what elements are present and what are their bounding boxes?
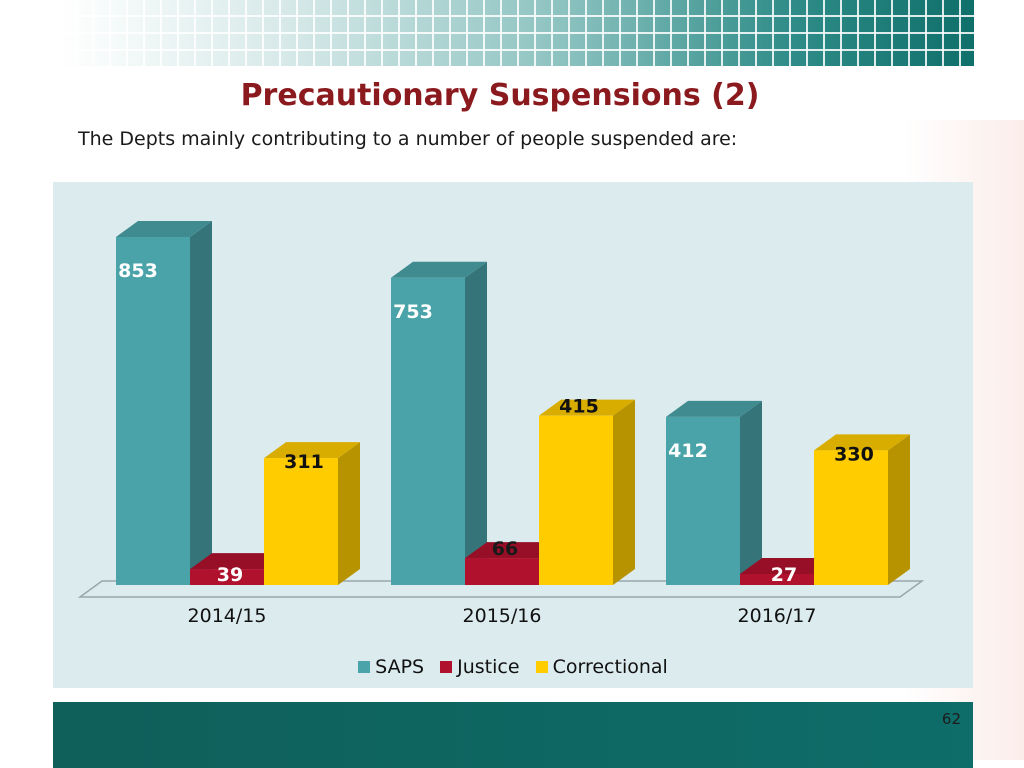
x-tick-label-0: 2014/15 — [188, 605, 267, 627]
bar-front — [116, 236, 190, 585]
header-pattern-band — [60, 0, 974, 66]
chart-floor — [77, 580, 925, 598]
x-tick-label-2: 2016/17 — [738, 605, 817, 627]
data-label-saps-0: 853 — [118, 260, 158, 282]
data-label-saps-2: 412 — [668, 440, 708, 462]
bar-front — [465, 558, 539, 585]
bar-side — [465, 261, 487, 585]
legend-label-saps: SAPS — [375, 656, 425, 678]
page-number: 62 — [941, 710, 961, 728]
data-label-saps-1: 753 — [393, 301, 433, 323]
bar-front — [190, 569, 264, 585]
data-label-justice-2: 27 — [771, 564, 797, 586]
bar-top — [740, 557, 836, 574]
bar-front — [666, 416, 740, 585]
legend-label-correctional: Correctional — [552, 656, 668, 678]
chart-legend: SAPS Justice Correctional — [53, 656, 973, 678]
bar-chart: 853 753 412 39 66 27 311 415 330 2014/15 2015/16 20… — [77, 220, 925, 627]
bar-correctional-2 — [814, 434, 910, 585]
bar-front — [264, 458, 338, 585]
legend-swatch-correctional — [535, 661, 548, 673]
x-tick-label-1: 2015/16 — [463, 605, 542, 627]
bar-front — [740, 573, 814, 585]
legend-label-justice: Justice — [457, 656, 520, 678]
bar-top — [666, 400, 762, 417]
bar-top — [190, 553, 286, 570]
legend-item-correctional: Correctional — [535, 656, 668, 678]
bar-front — [539, 415, 613, 585]
chart-panel: 853 753 412 39 66 27 311 415 330 2014/15 2015/16 20… — [53, 182, 973, 688]
bar-saps-0 — [116, 220, 212, 585]
bar-top — [116, 220, 212, 237]
bar-side — [613, 399, 635, 585]
bar-front — [814, 450, 888, 585]
bar-saps-1 — [391, 261, 487, 585]
data-label-justice-0: 39 — [217, 564, 243, 586]
bar-side — [888, 434, 910, 585]
bar-top — [814, 434, 910, 451]
footer-band: 62 — [53, 702, 973, 768]
bar-correctional-1 — [539, 399, 635, 585]
data-label-correctional-1: 415 — [559, 396, 599, 418]
bar-top — [465, 542, 561, 559]
bar-top — [264, 442, 360, 459]
legend-item-justice: Justice — [440, 656, 520, 678]
legend-swatch-saps — [358, 661, 371, 673]
bar-side — [740, 400, 762, 585]
bar-top — [391, 261, 487, 278]
page-title: Precautionary Suspensions (2) — [240, 78, 760, 113]
bar-saps-2 — [666, 400, 762, 585]
bar-top — [539, 399, 635, 416]
legend-swatch-justice — [440, 661, 453, 673]
bar-front — [391, 277, 465, 585]
data-label-correctional-2: 330 — [834, 443, 874, 465]
legend-item-saps: SAPS — [358, 656, 424, 678]
data-label-correctional-0: 311 — [284, 451, 324, 473]
bar-correctional-0 — [264, 442, 360, 585]
bar-side — [190, 220, 212, 585]
bar-side — [338, 442, 360, 585]
data-label-justice-1: 66 — [492, 538, 518, 560]
page-subtitle: The Depts mainly contributing to a numbe… — [78, 128, 738, 150]
